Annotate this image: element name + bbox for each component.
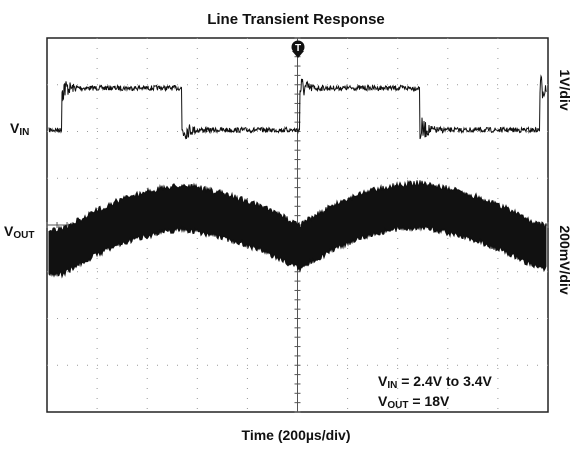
traces xyxy=(48,74,547,279)
x-axis-label: Time (200µs/div) xyxy=(242,427,351,443)
trigger-marker: T xyxy=(291,40,305,58)
channel-label: VOUT xyxy=(4,223,34,241)
vout-trace xyxy=(48,179,547,279)
chart-title: Line Transient Response xyxy=(207,11,385,28)
channel-scale: 1V/div xyxy=(557,69,573,110)
annotation: VOUT = 18V xyxy=(378,393,450,411)
channel-label: VIN xyxy=(10,120,29,138)
annotation: VIN = 2.4V to 3.4V xyxy=(378,373,493,391)
svg-text:T: T xyxy=(295,43,301,54)
channel-scale: 200mV/div xyxy=(557,225,573,294)
vin-trace xyxy=(48,74,547,140)
